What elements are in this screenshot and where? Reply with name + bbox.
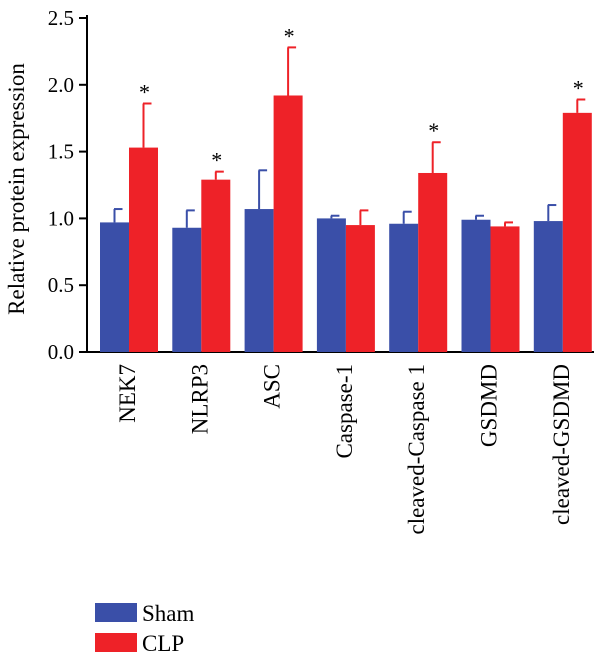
bar-sham: [172, 227, 202, 352]
legend-label-clp: CLP: [142, 631, 184, 656]
bar-sham: [533, 221, 563, 352]
significance-star: *: [139, 80, 150, 105]
x-category-label: cleaved-GSDMD: [549, 364, 574, 525]
x-category-label: NLRP3: [187, 364, 212, 434]
bar-clp: [490, 226, 520, 352]
significance-star: *: [211, 148, 222, 173]
legend-swatch-clp: [95, 633, 137, 652]
bar-clp: [273, 95, 303, 352]
x-category-label: ASC: [260, 364, 285, 409]
y-tick-label: 1.0: [48, 206, 74, 230]
legend-label-sham: Sham: [142, 601, 195, 626]
bar-clp: [418, 172, 448, 352]
y-tick-label: 0.0: [48, 340, 74, 364]
bar-sham: [244, 209, 274, 352]
significance-star: *: [573, 75, 584, 100]
legend-swatch-sham: [95, 603, 137, 622]
bar-sham: [389, 223, 419, 352]
bar-sham: [100, 222, 129, 352]
bar-clp: [129, 147, 158, 352]
bar-clp: [201, 179, 231, 352]
significance-star: *: [428, 118, 439, 143]
bar-clp: [562, 112, 592, 352]
x-category-label: Caspase-1: [332, 364, 357, 459]
x-category-label: GSDMD: [477, 364, 502, 447]
bar-sham: [461, 219, 491, 352]
significance-star: *: [284, 23, 295, 48]
bar-sham: [316, 218, 346, 352]
x-category-label: cleaved-Caspase 1: [404, 364, 429, 535]
y-tick-label: 0.5: [48, 273, 74, 297]
bar-clp: [345, 225, 375, 352]
y-tick-label: 2.5: [48, 6, 74, 30]
y-tick-label: 1.5: [48, 140, 74, 164]
x-category-label: NEK7: [115, 364, 140, 423]
y-tick-label: 2.0: [48, 73, 74, 97]
y-axis-title: Relative protein expression: [4, 63, 29, 315]
